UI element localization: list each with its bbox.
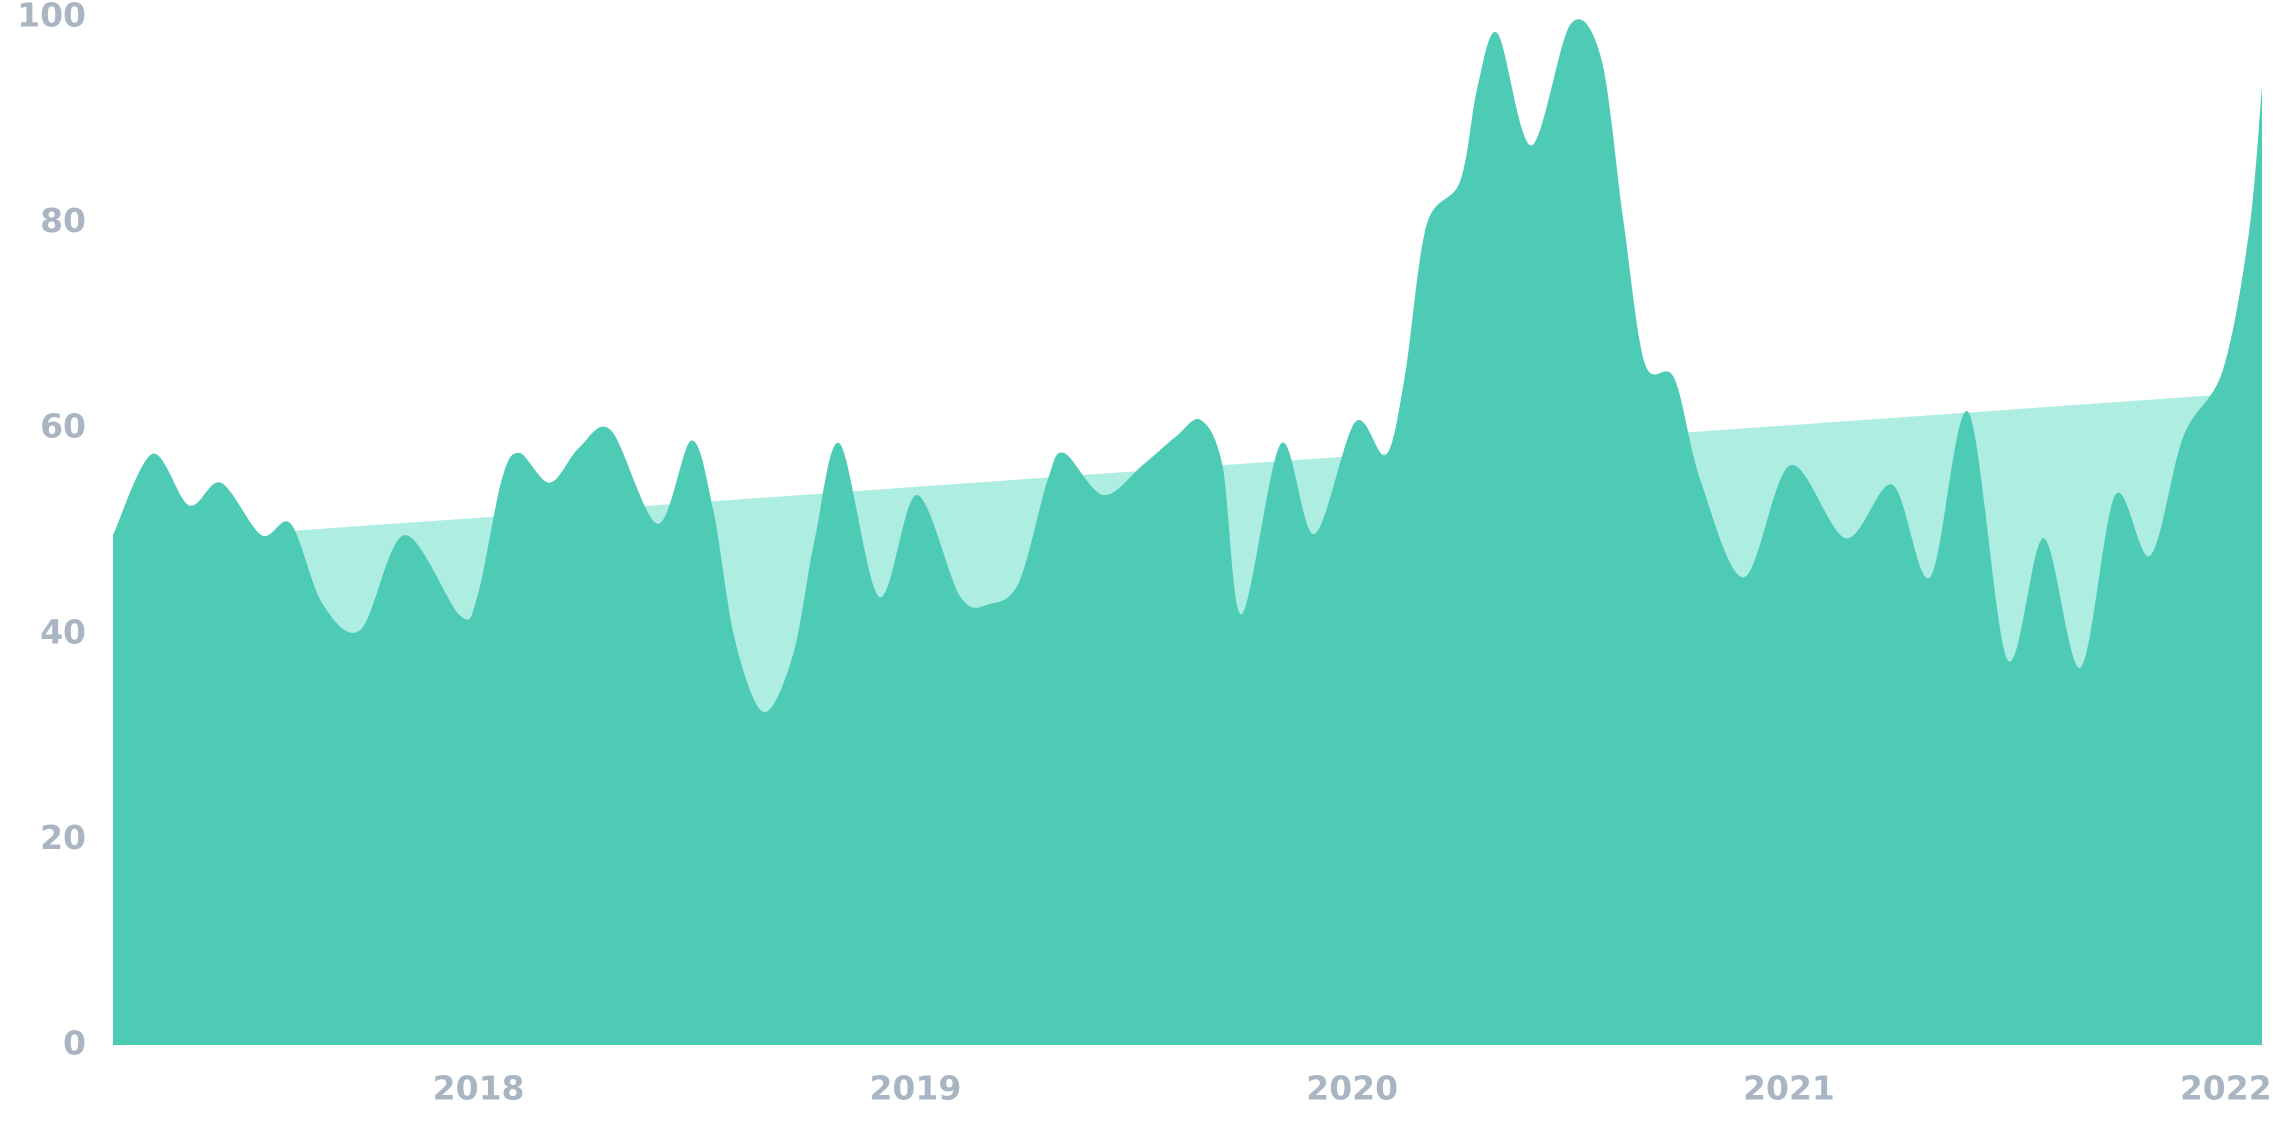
x-tick-label: 2019 [869,1069,961,1108]
x-tick-label: 2022 [2180,1069,2272,1108]
area [113,19,2262,1046]
y-tick-label: 40 [40,612,86,651]
x-tick-label: 2021 [1743,1069,1835,1108]
x-tick-label: 2018 [433,1069,525,1108]
y-tick-label: 60 [40,407,86,446]
y-tick-label: 20 [40,818,86,857]
y-tick-label: 80 [40,201,86,240]
y-tick-label: 100 [17,0,86,35]
y-tick-label: 0 [63,1024,86,1063]
x-tick-label: 2020 [1306,1069,1398,1108]
